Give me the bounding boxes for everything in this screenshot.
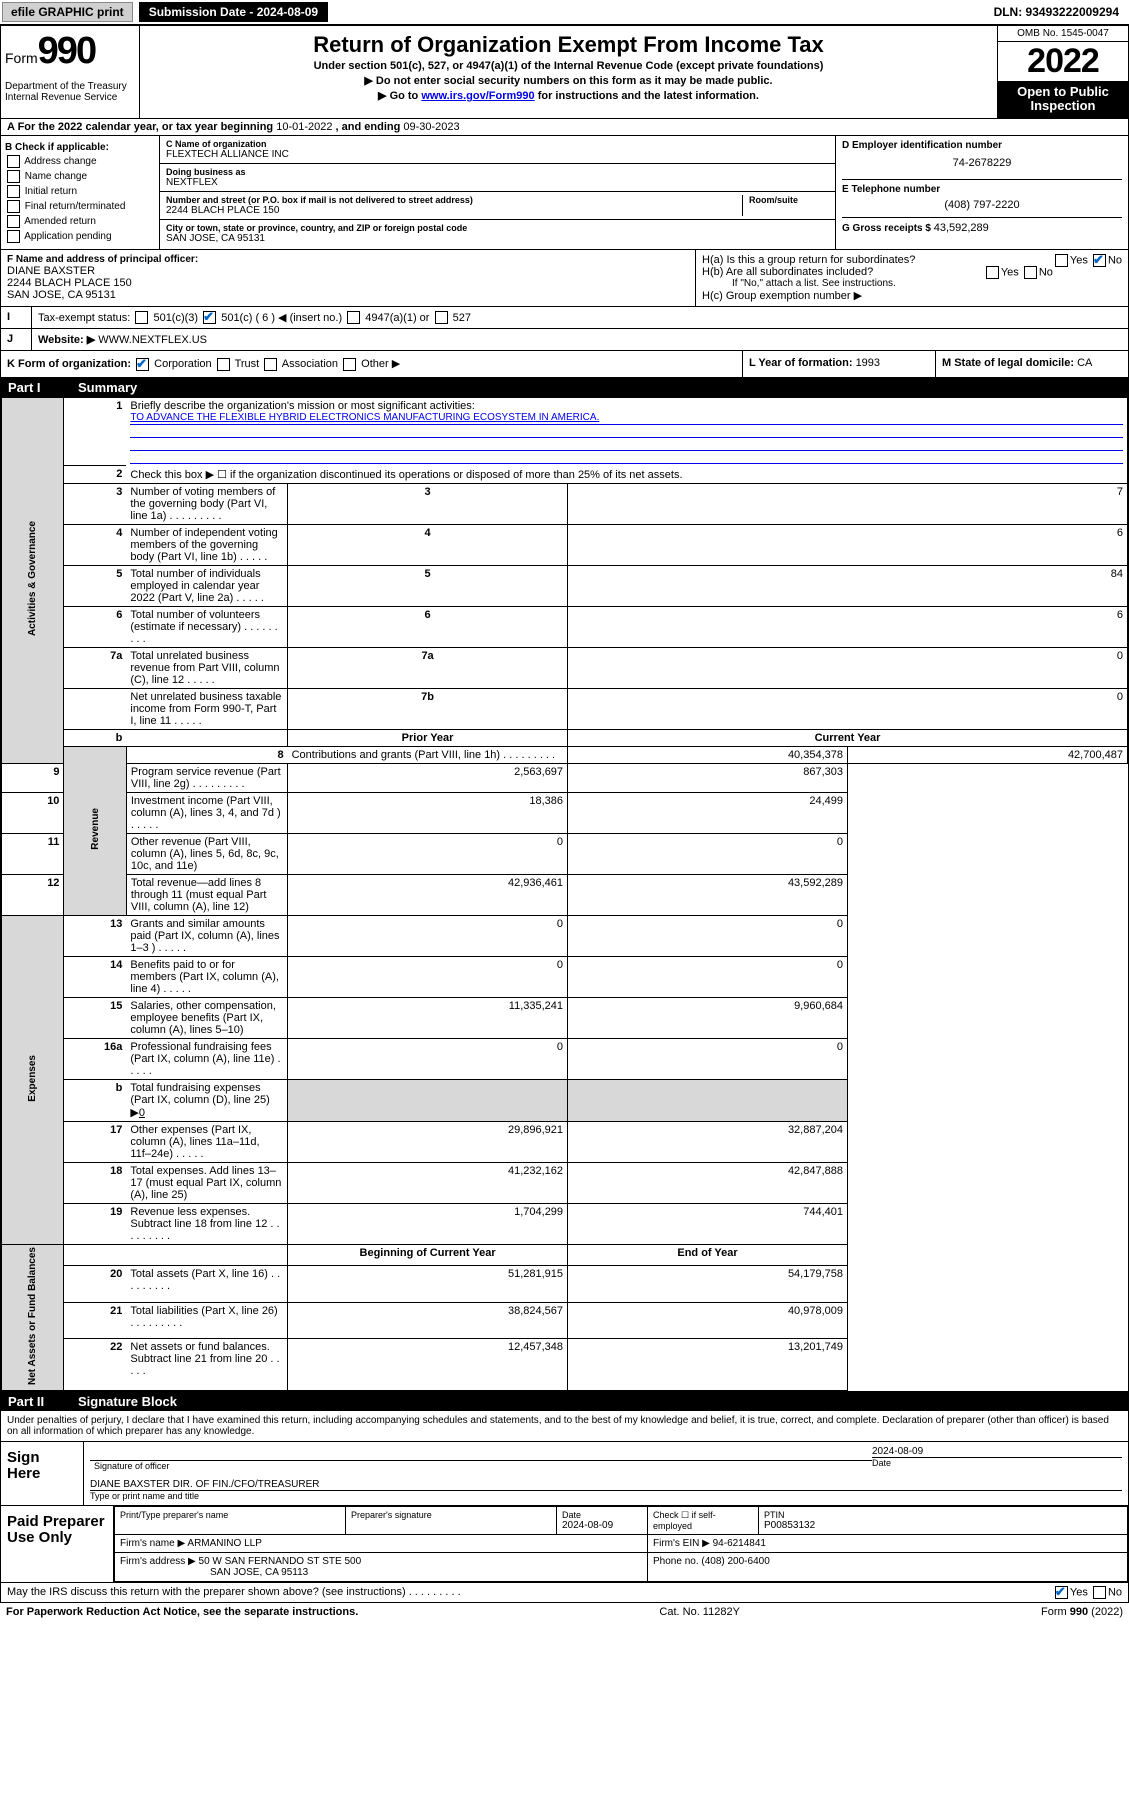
sig-date: 2024-08-09 — [872, 1446, 1122, 1457]
city: SAN JOSE, CA 95131 — [166, 233, 829, 244]
may-irs-row: May the IRS discuss this return with the… — [0, 1583, 1129, 1603]
paid-prep: Paid Preparer Use Only — [1, 1506, 113, 1582]
part1-header: Part I Summary — [0, 378, 1129, 397]
cb-final[interactable] — [7, 200, 20, 213]
street: 2244 BLACH PLACE 150 — [166, 205, 736, 216]
sub1: Under section 501(c), 527, or 4947(a)(1)… — [148, 60, 989, 72]
v7a: 0 — [568, 647, 1128, 688]
declaration: Under penalties of perjury, I declare th… — [1, 1411, 1128, 1441]
v5: 84 — [568, 565, 1128, 606]
mayirs-yes[interactable] — [1055, 1586, 1068, 1599]
col-c: C Name of organization FLEXTECH ALLIANCE… — [160, 136, 835, 249]
mission: TO ADVANCE THE FLEXIBLE HYBRID ELECTRONI… — [130, 412, 1123, 425]
cb-other[interactable] — [343, 358, 356, 371]
sign-here: Sign Here — [1, 1442, 83, 1505]
submission-date: Submission Date - 2024-08-09 — [139, 2, 328, 22]
irs: Internal Revenue Service — [5, 92, 135, 103]
cb-initial[interactable] — [7, 185, 20, 198]
ein: 74-2678229 — [842, 157, 1122, 169]
side-net: Net Assets or Fund Balances — [27, 1247, 38, 1385]
row-klm: K Form of organization: Corporation Trus… — [0, 351, 1129, 378]
cb-name[interactable] — [7, 170, 20, 183]
topbar: efile GRAPHIC print Submission Date - 20… — [0, 0, 1129, 25]
irs-link[interactable]: www.irs.gov/Form990 — [421, 90, 534, 102]
part1-body: Activities & Governance 1 Briefly descri… — [0, 397, 1129, 1392]
ha-yes[interactable] — [1055, 254, 1068, 267]
cb-amended[interactable] — [7, 215, 20, 228]
v7b: 0 — [568, 688, 1128, 729]
v4: 6 — [568, 524, 1128, 565]
side-exp: Expenses — [27, 1055, 38, 1102]
tel: (408) 797-2220 — [842, 199, 1122, 211]
hb-no[interactable] — [1024, 266, 1037, 279]
open-public: Open to Public Inspection — [998, 81, 1128, 118]
hb-yes[interactable] — [986, 266, 999, 279]
cb-4947[interactable] — [347, 311, 360, 324]
form-num: 990 — [38, 30, 95, 72]
catno: Cat. No. 11282Y — [659, 1606, 740, 1618]
sig-block: Under penalties of perjury, I declare th… — [0, 1411, 1129, 1583]
gross: 43,592,289 — [934, 222, 989, 234]
dept: Department of the Treasury — [5, 81, 135, 92]
cb-corp[interactable] — [136, 358, 149, 371]
omb: OMB No. 1545-0047 — [998, 26, 1128, 42]
header: Form990 Department of the Treasury Inter… — [0, 25, 1129, 119]
cb-pending[interactable] — [7, 230, 20, 243]
row-j: J Website: ▶ WWW.NEXTFLEX.US — [0, 329, 1129, 351]
tax-year: 2022 — [998, 42, 1128, 81]
v6: 6 — [568, 606, 1128, 647]
ha-no[interactable] — [1093, 254, 1106, 267]
cb-527[interactable] — [435, 311, 448, 324]
domicile: CA — [1077, 357, 1092, 369]
cb-trust[interactable] — [217, 358, 230, 371]
mayirs-no[interactable] — [1093, 1586, 1106, 1599]
cb-address[interactable] — [7, 155, 20, 168]
firm-ein: 94-6214841 — [713, 1538, 766, 1549]
side-rev: Revenue — [90, 808, 101, 850]
firm-phone: (408) 200-6400 — [701, 1556, 769, 1567]
cb-assoc[interactable] — [264, 358, 277, 371]
cb-501c[interactable] — [203, 311, 216, 324]
officer-name: DIANE BAXSTER — [7, 265, 689, 277]
officer-typed: DIANE BAXSTER DIR. OF FIN./CFO/TREASURER — [90, 1479, 1122, 1490]
dln: DLN: 93493222009294 — [984, 2, 1129, 22]
form-label: Form — [5, 50, 38, 66]
website: WWW.NEXTFLEX.US — [98, 334, 207, 346]
sub3: ▶ Go to www.irs.gov/Form990 for instruct… — [148, 89, 989, 102]
row-i: I Tax-exempt status: 501(c)(3) 501(c) ( … — [0, 307, 1129, 330]
side-gov: Activities & Governance — [27, 521, 38, 636]
part2-header: Part II Signature Block — [0, 1392, 1129, 1411]
row-a: A For the 2022 calendar year, or tax yea… — [0, 119, 1129, 136]
main-title: Return of Organization Exempt From Incom… — [148, 32, 989, 58]
sub2: ▶ Do not enter social security numbers o… — [148, 74, 989, 87]
col-d: D Employer identification number 74-2678… — [835, 136, 1128, 249]
entity-grid: B Check if applicable: Address change Na… — [0, 136, 1129, 250]
v3: 7 — [568, 483, 1128, 524]
dba: NEXTFLEX — [166, 177, 829, 188]
efile-btn[interactable]: efile GRAPHIC print — [2, 2, 133, 22]
firm-name: ARMANINO LLP — [187, 1538, 261, 1549]
ptin: P00853132 — [764, 1520, 1122, 1531]
bottom-line: For Paperwork Reduction Act Notice, see … — [0, 1603, 1129, 1621]
cb-501c3[interactable] — [135, 311, 148, 324]
row-fh: F Name and address of principal officer:… — [0, 250, 1129, 307]
org-name: FLEXTECH ALLIANCE INC — [166, 149, 829, 160]
col-b: B Check if applicable: Address change Na… — [1, 136, 160, 249]
year-formed: 1993 — [856, 357, 880, 369]
